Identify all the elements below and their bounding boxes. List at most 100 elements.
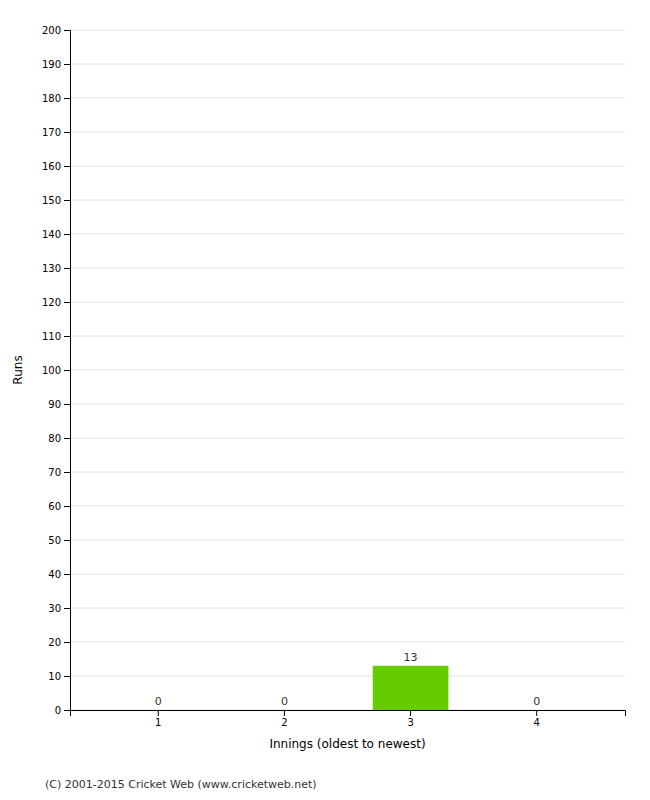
y-tick-mark [64,336,70,337]
bar [373,666,449,710]
y-tick-label: 180 [42,93,61,104]
y-tick-label: 200 [42,25,61,36]
grid-line [70,98,625,99]
y-axis-title: Runs [11,355,25,384]
x-axis: 1 2 3 4 [71,710,626,728]
grid-line [70,30,625,31]
y-tick: 70 [48,467,70,478]
y-tick-mark [64,64,70,65]
y-tick: 30 [48,603,70,614]
y-tick-label: 130 [42,263,61,274]
y-tick: 90 [48,399,70,410]
y-tick: 140 [42,229,70,240]
y-tick-mark [64,30,70,31]
y-tick-mark [64,472,70,473]
y-tick-mark [64,302,70,303]
y-tick: 120 [42,297,70,308]
y-tick-label: 50 [48,535,61,546]
y-axis: 0102030405060708090100110120130140150160… [42,25,71,716]
y-tick-label: 170 [42,127,61,138]
y-tick-mark [64,200,70,201]
y-tick: 170 [42,127,70,138]
bar [247,710,323,711]
x-axis-line [71,711,626,717]
grid-line [70,676,625,677]
grid [70,30,625,710]
bars [373,666,449,710]
x-tick: 3 [407,710,413,728]
y-tick: 20 [48,637,70,648]
y-tick-mark [64,710,70,711]
data-labels: 0 0 13 0 [155,651,540,708]
x-tick-label: 1 [155,717,161,728]
grid-line [70,166,625,167]
x-tick-mark [410,710,411,716]
grid-line [70,132,625,133]
grid-line [70,608,625,609]
grid-line [70,472,625,473]
y-tick: 60 [48,501,70,512]
grid-line [70,370,625,371]
y-axis-line [64,31,71,711]
x-tick: 2 [281,710,287,728]
chart-root: 0102030405060708090100110120130140150160… [0,0,650,800]
y-tick-mark [64,132,70,133]
y-tick-mark [64,574,70,575]
grid-line [70,642,625,643]
x-tick-mark [284,710,285,716]
x-tick: 4 [534,710,540,728]
grid-line [70,404,625,405]
grid-line [70,506,625,507]
y-tick: 150 [42,195,70,206]
y-tick: 180 [42,93,70,104]
y-tick-mark [64,370,70,371]
grid-line [70,268,625,269]
grid-line [70,302,625,303]
y-tick-label: 140 [42,229,61,240]
y-tick-label: 40 [48,569,61,580]
y-tick-label: 120 [42,297,61,308]
data-label: 0 [281,695,288,708]
y-tick-label: 0 [55,705,61,716]
y-tick-label: 190 [42,59,61,70]
y-tick: 200 [42,25,70,36]
grid-line [70,234,625,235]
y-tick-label: 60 [48,501,61,512]
grid-line [70,200,625,201]
y-tick: 0 [55,705,70,716]
y-tick-mark [64,404,70,405]
data-label: 0 [155,695,162,708]
y-tick-mark [64,98,70,99]
y-tick: 10 [48,671,70,682]
y-tick: 50 [48,535,70,546]
plot-area: 0102030405060708090100110120130140150160… [42,25,626,728]
data-label: 13 [404,651,418,664]
grid-line [70,336,625,337]
x-tick-mark [158,710,159,716]
y-tick-label: 10 [48,671,61,682]
y-tick-mark [64,608,70,609]
y-tick: 80 [48,433,70,444]
y-tick-mark [64,642,70,643]
y-tick: 130 [42,263,70,274]
y-tick: 190 [42,59,70,70]
x-tick: 1 [155,710,161,728]
grid-line [70,438,625,439]
y-tick-label: 100 [42,365,61,376]
x-tick-label: 2 [281,717,287,728]
grid-line [70,574,625,575]
y-tick-mark [64,166,70,167]
footer: (C) 2001-2015 Cricket Web (www.cricketwe… [45,778,317,791]
x-tick-label: 4 [534,717,540,728]
y-tick-label: 150 [42,195,61,206]
y-tick: 40 [48,569,70,580]
y-tick-label: 160 [42,161,61,172]
y-tick-mark [64,234,70,235]
y-tick: 100 [42,365,70,376]
y-tick-label: 80 [48,433,61,444]
bar [499,710,575,711]
y-tick-mark [64,506,70,507]
y-tick-label: 70 [48,467,61,478]
data-label: 0 [533,695,540,708]
y-tick-label: 20 [48,637,61,648]
